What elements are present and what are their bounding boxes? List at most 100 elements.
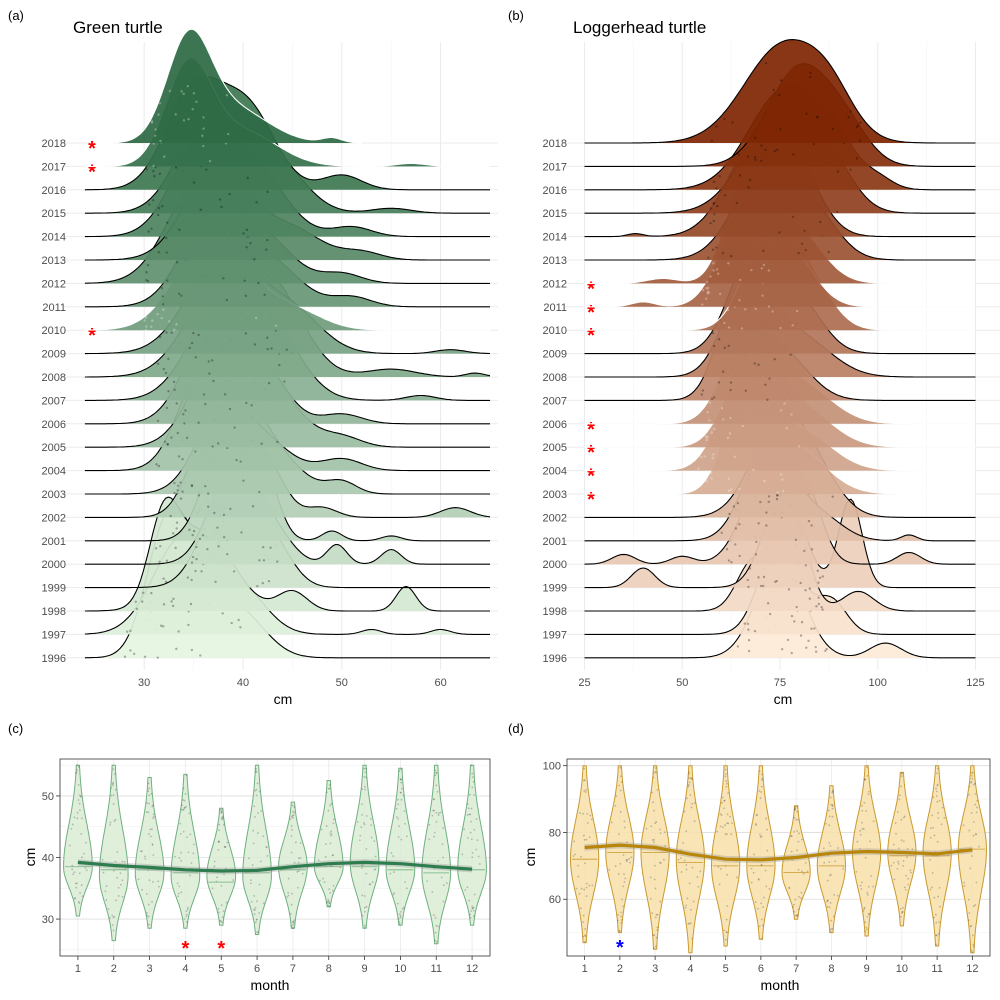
ridge-point-2011-11 (706, 286, 710, 290)
ridge-point-2012-2 (762, 263, 766, 267)
ridge-point-2017-5 (764, 148, 767, 152)
violin-point-7-1 (287, 894, 290, 897)
ridge-point-2005-0 (797, 445, 801, 448)
violin-point-7-26 (287, 877, 290, 880)
ridge-point-2009-4 (717, 338, 721, 341)
violin-point-7-23 (292, 920, 294, 923)
ridge-point-2018-4 (195, 100, 198, 103)
ridge-point-1997-3 (747, 628, 750, 631)
violin-point-5-24 (725, 773, 727, 775)
violin-point-12-23 (471, 856, 474, 859)
ridge-point-1996-9 (807, 639, 810, 643)
violin-point-3-26 (654, 822, 657, 825)
violin-point-8-16 (325, 825, 328, 827)
violin-point-4-9 (181, 804, 183, 807)
violin-point-1-14 (76, 764, 79, 767)
violin-point-4-32 (186, 913, 188, 916)
violin-point-3-5 (645, 827, 648, 830)
violin-point-5-32 (216, 876, 218, 879)
violin-12 (957, 765, 988, 954)
y-tick-label-2017: 2017 (42, 161, 66, 173)
x-tick-label-3: 3 (652, 963, 658, 975)
y-tick-label-2002: 2002 (543, 512, 567, 524)
violin-point-5-10 (217, 841, 220, 844)
violin-point-8-19 (323, 881, 326, 884)
violin-point-9-15 (865, 926, 868, 929)
violin-point-11-32 (929, 888, 932, 891)
violin-point-11-9 (931, 814, 934, 817)
ridge-point-2010-12 (791, 324, 794, 327)
violin-point-10-26 (392, 893, 395, 896)
ridge-point-2015-1 (716, 204, 719, 208)
violin-point-8-26 (830, 928, 832, 931)
x-tick-label-1: 1 (75, 963, 81, 975)
violin-point-5-11 (223, 873, 225, 876)
violin-point-12-15 (967, 919, 970, 922)
violin-point-2-31 (111, 924, 114, 926)
violin-point-6-5 (253, 895, 256, 897)
x-tick-label-2: 2 (617, 963, 623, 975)
violin-point-12-23 (970, 925, 972, 928)
violin-point-7-22 (291, 814, 294, 817)
ridge-point-2011-17 (263, 293, 266, 296)
ridge-point-2003-14 (763, 479, 766, 483)
ridge-point-2012-12 (146, 279, 150, 283)
violin-point-2-2 (626, 841, 628, 844)
violin-point-1-16 (70, 827, 73, 830)
violin-point-11-3 (433, 914, 435, 917)
violin-5 (206, 807, 237, 926)
y-tick-label-1998: 1998 (42, 606, 66, 618)
violin-point-2-0 (116, 876, 119, 879)
panel-label-c: (c) (8, 721, 23, 736)
violin-point-3-31 (652, 838, 655, 841)
ridge-point-2011-6 (701, 288, 705, 292)
violin-point-4-26 (186, 836, 188, 839)
violin-point-10-16 (399, 910, 402, 913)
violin-point-8-13 (829, 873, 832, 876)
violin-point-11-37 (428, 823, 431, 826)
violin-point-4-10 (683, 859, 686, 862)
ridge-point-2007-9 (766, 398, 769, 401)
ridge-point-2015-12 (161, 204, 164, 208)
ridge-point-2018-0 (779, 128, 782, 131)
violin-point-3-17 (654, 945, 657, 948)
ridge-point-2005-3 (276, 440, 279, 444)
ridge-point-2003-5 (175, 492, 179, 495)
violin-point-6-22 (762, 906, 765, 908)
ridge-point-2005-17 (170, 436, 173, 439)
violin-point-7-38 (796, 849, 798, 852)
violin-point-3-20 (139, 850, 142, 853)
x-tick-label-6: 6 (254, 963, 260, 975)
violin-point-8-11 (327, 904, 330, 907)
violin-point-7-15 (793, 808, 796, 811)
violin-point-1-10 (77, 799, 80, 801)
ridge-point-2006-9 (706, 411, 709, 414)
ridge-point-2017-8 (152, 164, 155, 168)
violin-point-4-7 (690, 806, 693, 809)
violin-point-12-22 (967, 898, 970, 901)
violin-point-9-14 (370, 824, 372, 827)
violin-point-4-5 (183, 918, 186, 920)
y-tick-label-100: 100 (543, 761, 561, 773)
ridge-point-1999-19 (821, 575, 825, 578)
ridge-point-2013-16 (715, 246, 718, 249)
violin-point-8-11 (833, 893, 836, 896)
ridge-point-2009-19 (253, 343, 257, 346)
ridge-point-2000-7 (195, 545, 198, 549)
violin-point-5-3 (219, 809, 221, 811)
highlight-marker-2017: * (88, 161, 96, 183)
violin-point-7-12 (291, 828, 293, 831)
ridge-point-2011-4 (178, 292, 181, 295)
violin-point-9-27 (365, 848, 368, 850)
ridge-point-2012-14 (727, 262, 730, 265)
violin-point-9-4 (867, 885, 870, 888)
violin-point-7-32 (796, 914, 798, 917)
violin-point-12-2 (971, 950, 974, 953)
violin-point-7-15 (292, 814, 295, 817)
violin-point-3-23 (659, 861, 661, 864)
violin-point-1-15 (589, 814, 592, 817)
y-tick-label-2006: 2006 (42, 419, 66, 431)
ridge-point-2018-17 (855, 125, 858, 129)
ridge-point-2002-10 (776, 494, 779, 497)
ridge-point-2009-21 (188, 346, 191, 350)
